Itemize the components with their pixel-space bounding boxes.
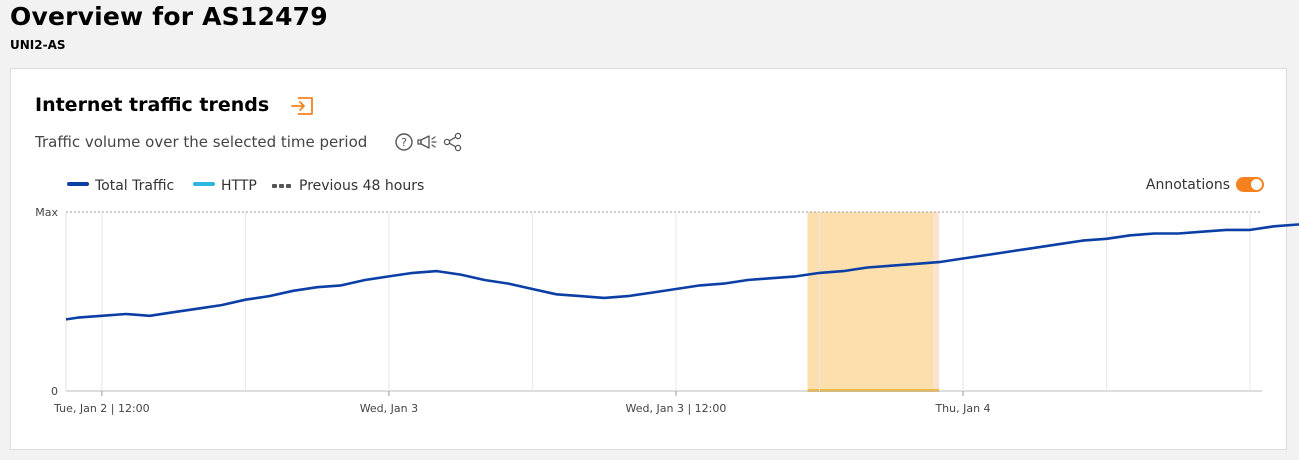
x-tick-label: Wed, Jan 3 | 12:00 (626, 402, 727, 415)
card-description: Traffic volume over the selected time pe… (35, 133, 368, 151)
legend-item-total[interactable]: Total Traffic (67, 178, 174, 194)
description-icons: ? (395, 132, 462, 152)
annotations-toggle[interactable] (1236, 176, 1264, 192)
total-swatch (67, 182, 89, 186)
card-title: Internet traffic trends (35, 94, 270, 116)
annotations-control: Annotations (1145, 176, 1264, 193)
share-icon[interactable] (443, 132, 462, 152)
total-traffic-line (65, 223, 1299, 321)
page-title: Overview for AS12479 (10, 2, 328, 31)
y-tick-label: 0 (51, 385, 58, 398)
page-subtitle: UNI2-AS (10, 38, 66, 52)
legend-label-total: Total Traffic (95, 178, 175, 194)
annotation-band (807, 212, 940, 391)
question-circle-icon[interactable]: ? (395, 133, 413, 151)
x-tick-label: Tue, Jan 2 | 12:00 (53, 402, 150, 415)
x-tick-label: Wed, Jan 3 (360, 402, 418, 415)
annotations-label: Annotations (1145, 177, 1230, 193)
y-tick-label: Max (35, 206, 58, 219)
legend-label-previous: Previous 48 hours (299, 178, 425, 194)
previous-swatch (272, 176, 293, 192)
megaphone-icon[interactable] (417, 135, 437, 149)
annotation-band-edge (933, 212, 940, 391)
x-tick-label: Thu, Jan 4 (934, 402, 990, 415)
traffic-trends-card: Internet traffic trends Traffic volume o… (10, 68, 1287, 450)
legend-item-previous[interactable]: Previous 48 hours (272, 178, 424, 194)
legend-item-http[interactable]: HTTP (193, 178, 257, 194)
legend-label-http: HTTP (221, 178, 257, 194)
open-in-panel-icon[interactable] (289, 95, 316, 117)
toggle-knob (1251, 178, 1262, 190)
http-swatch (193, 182, 215, 186)
svg-text:?: ? (401, 136, 407, 149)
